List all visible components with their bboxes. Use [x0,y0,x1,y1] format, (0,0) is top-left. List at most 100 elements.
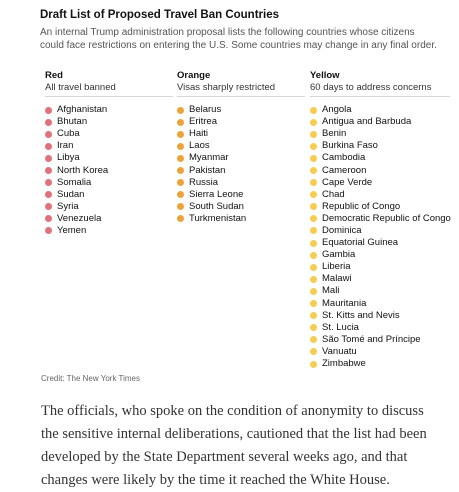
country-item: Angola [310,104,450,116]
country-name: Afghanistan [57,104,108,116]
country-name: São Tomé and Príncipe [322,333,421,345]
country-name: Zimbabwe [322,358,366,370]
country-name: Turkmenistan [189,212,247,224]
country-item: Gambia [310,249,450,261]
red-dot-icon [45,179,52,187]
red-dot-icon [45,203,52,211]
country-name: Syria [57,200,79,212]
country-name: Haiti [189,128,209,140]
country-item: Russia [177,177,305,189]
country-item: Eritrea [177,116,305,128]
red-dot-icon [45,215,52,223]
red-dot-icon [45,191,52,199]
country-item: Liberia [310,261,450,273]
red-dot-icon [45,106,52,114]
red-dot-icon [45,118,52,126]
country-item: Sudan [45,189,173,201]
country-item: South Sudan [177,201,305,213]
country-name: Vanuatu [322,345,357,357]
country-name: Liberia [322,261,351,273]
yellow-dot-icon [310,106,317,114]
orange-dot-icon [177,142,184,150]
country-item: Antigua and Barbuda [310,116,450,128]
country-name: St. Kitts and Nevis [322,309,400,321]
country-name: Iran [57,140,74,152]
red-dot-icon [45,130,52,138]
country-name: Dominica [322,224,362,236]
column-orange: Orange Visas sharply restricted Belarus E… [177,70,305,225]
red-dot-icon [45,154,52,162]
article-paragraph: The officials, who spoke on the conditio… [41,403,427,488]
country-item: Syria [45,201,173,213]
country-item: Vanuatu [310,346,450,358]
country-name: Yemen [57,224,87,236]
yellow-dot-icon [310,336,317,344]
country-item: Burkina Faso [310,140,450,152]
country-name: Cambodia [322,152,366,164]
column-subheading-orange: Visas sharply restricted [177,82,305,97]
country-columns: Red All travel banned Afghanistan Bhutan C… [40,70,451,369]
country-item: Pakistan [177,164,305,176]
country-name: Cape Verde [322,176,373,188]
country-name: Benin [322,128,347,140]
yellow-dot-icon [310,130,317,138]
country-item: Venezuela [45,213,173,225]
country-item: Sierra Leone [177,189,305,201]
country-item: Zimbabwe [310,358,450,370]
red-dot-icon [45,142,52,150]
graphic-subtitle: An internal Trump administration proposa… [40,27,437,51]
yellow-dot-icon [310,215,317,223]
column-heading-orange: Orange [177,70,211,81]
country-item: Cameroon [310,164,450,176]
column-subheading-red: All travel banned [45,82,173,97]
yellow-dot-icon [310,191,317,199]
country-name: Myanmar [189,152,229,164]
country-name: Gambia [322,249,356,261]
yellow-dot-icon [310,312,317,320]
red-dot-icon [45,227,52,235]
country-list-yellow: Angola Antigua and Barbuda Benin Burkina Fa… [310,104,451,370]
column-heading-red: Red [45,70,63,81]
country-item: Equatorial Guinea [310,237,450,249]
country-name: Sierra Leone [189,188,244,200]
country-item: Mali [310,285,450,297]
country-name: Bhutan [57,116,88,128]
country-list-red: Afghanistan Bhutan Cuba Iran Libya North Kore… [45,104,173,237]
yellow-dot-icon [310,118,317,126]
country-name: Libya [57,152,80,164]
country-name: Angola [322,104,352,116]
country-name: Eritrea [189,116,217,128]
country-item: Cuba [45,128,173,140]
country-item: Haiti [177,128,305,140]
orange-dot-icon [177,118,184,126]
country-name: St. Lucia [322,321,359,333]
yellow-dot-icon [310,251,317,259]
yellow-dot-icon [310,324,317,332]
orange-dot-icon [177,203,184,211]
country-item: Dominica [310,225,450,237]
country-item: Somalia [45,177,173,189]
country-item: Mauritania [310,298,450,310]
country-name: Cuba [57,128,80,140]
graphic-credit: Credit: The New York Times [41,374,141,383]
country-item: Chad [310,189,450,201]
column-subheading-yellow: 60 days to address concerns [310,82,450,97]
country-name: Venezuela [57,212,102,224]
country-name: Equatorial Guinea [322,237,399,249]
country-item: Laos [177,140,305,152]
country-name: Pakistan [189,164,226,176]
yellow-dot-icon [310,167,317,175]
country-name: Belarus [189,104,222,116]
country-name: Sudan [57,188,85,200]
country-list-orange: Belarus Eritrea Haiti Laos Myanmar Pakistan Ru… [177,104,305,225]
country-item: Libya [45,152,173,164]
yellow-dot-icon [310,348,317,356]
country-name: South Sudan [189,200,244,212]
country-name: Burkina Faso [322,140,378,152]
yellow-dot-icon [310,300,317,308]
orange-dot-icon [177,215,184,223]
orange-dot-icon [177,191,184,199]
country-item: Benin [310,128,450,140]
red-dot-icon [45,167,52,175]
yellow-dot-icon [310,263,317,271]
